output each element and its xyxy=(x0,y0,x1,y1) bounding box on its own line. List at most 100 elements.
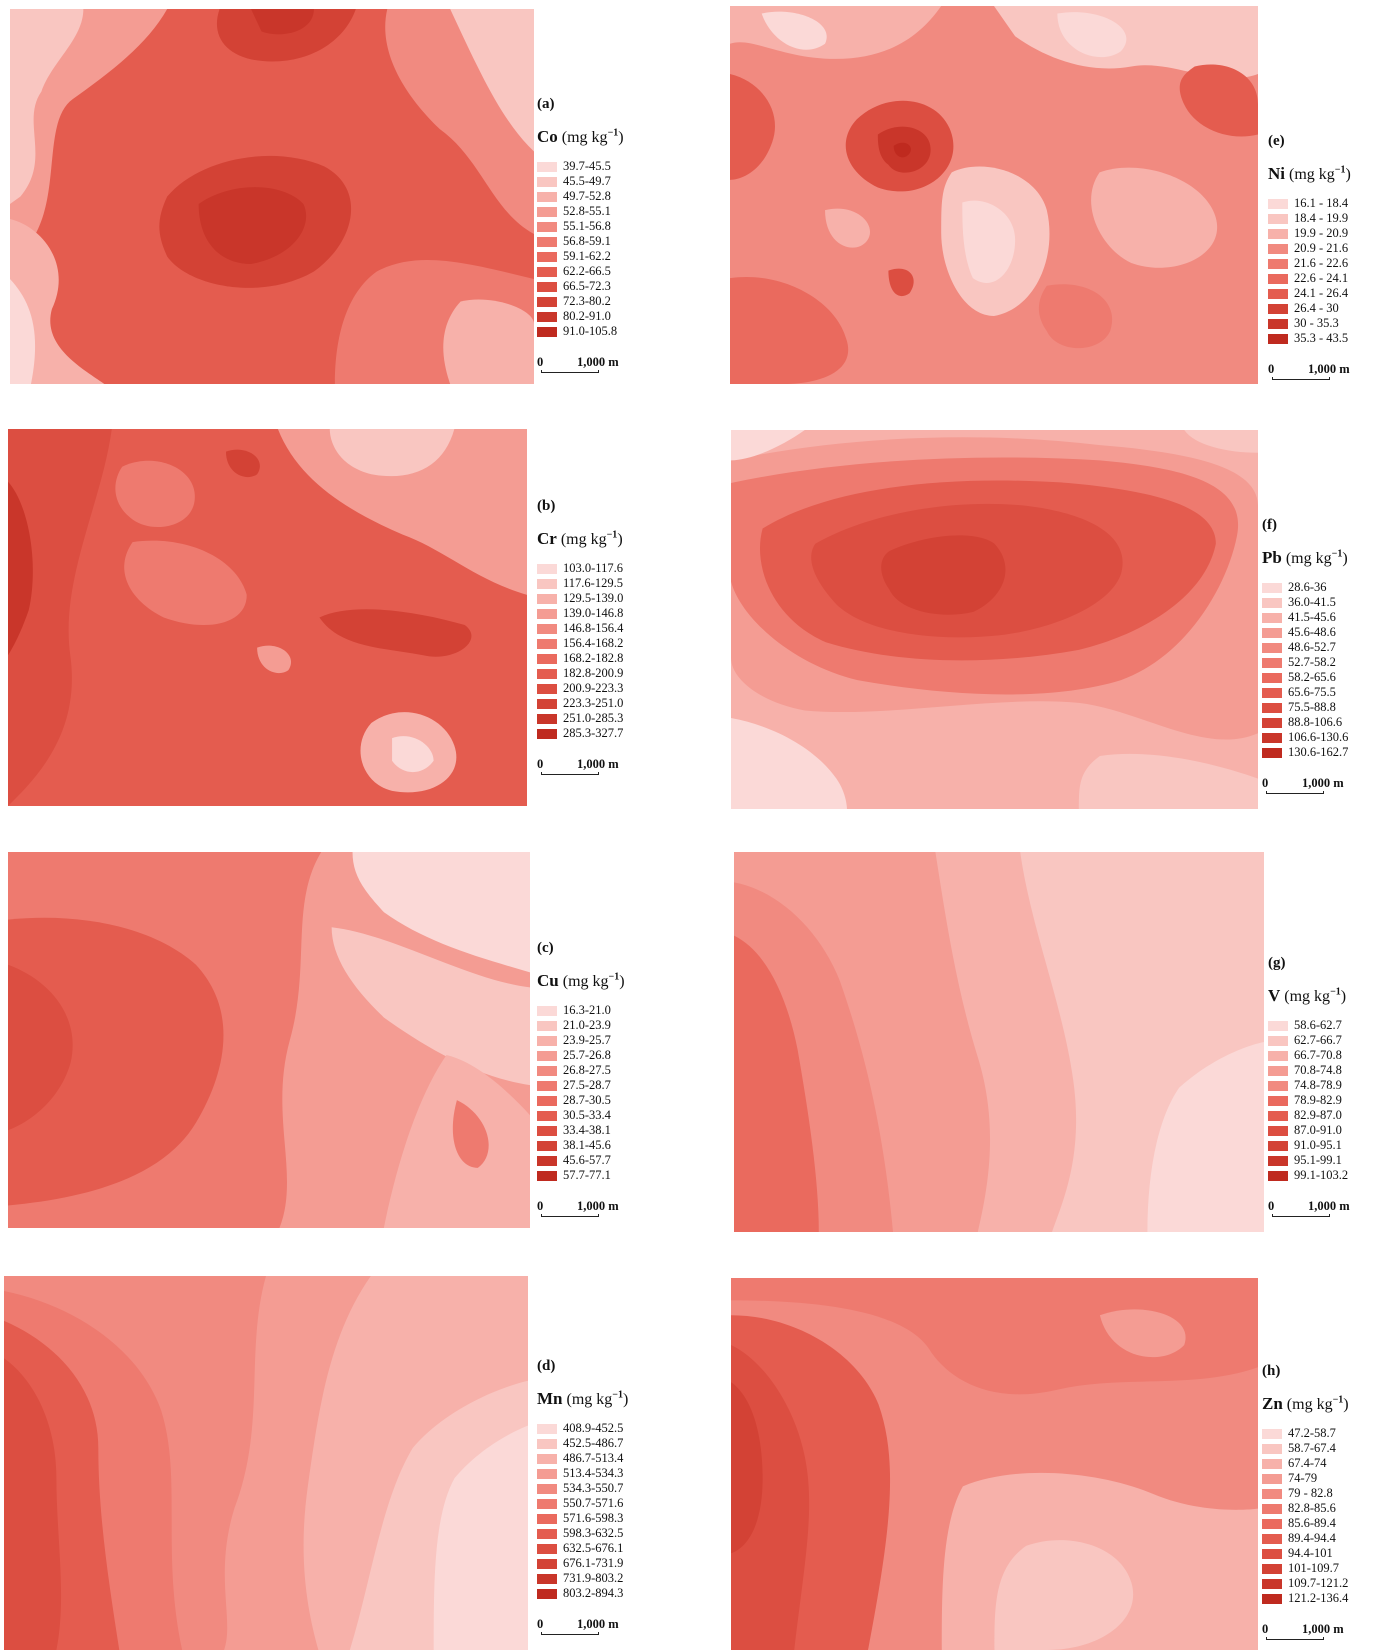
legend-items: 408.9-452.5 452.5-486.7 486.7-513.4 513.4-5… xyxy=(537,1421,667,1601)
scale-zero: 0 xyxy=(537,355,544,369)
legend-swatch xyxy=(1268,243,1288,254)
legend-label: 129.5-139.0 xyxy=(563,591,624,605)
legend-item: 26.8-27.5 xyxy=(537,1063,667,1078)
legend-swatch xyxy=(1268,1035,1288,1046)
legend-label: 48.6-52.7 xyxy=(1288,640,1336,654)
legend-swatch xyxy=(1262,732,1282,743)
legend-swatch xyxy=(1268,1050,1288,1061)
legend-item: 452.5-486.7 xyxy=(537,1436,667,1451)
element-name: Co xyxy=(537,127,558,146)
legend-label: 52.8-55.1 xyxy=(563,204,611,218)
legend-swatch xyxy=(537,1423,557,1434)
unit-close: ) xyxy=(622,1391,629,1408)
legend-item: 22.6 - 24.1 xyxy=(1268,271,1381,286)
legend-item: 59.1-62.2 xyxy=(537,249,667,264)
legend-swatch xyxy=(537,1080,557,1091)
legend-swatch xyxy=(1268,303,1288,314)
legend-swatch xyxy=(537,326,557,337)
scale-bar: 0 1,000 m xyxy=(537,1617,667,1637)
panel-letter: (a) xyxy=(537,96,555,112)
legend-label: 182.8-200.9 xyxy=(563,666,624,680)
legend-item: 75.5-88.8 xyxy=(1262,700,1381,715)
legend-title: Cu (mg kg−1) xyxy=(537,971,667,991)
legend-label: 35.3 - 43.5 xyxy=(1294,331,1349,345)
scale-line xyxy=(1266,1637,1324,1640)
legend-label: 94.4-101 xyxy=(1288,1546,1333,1560)
legend-item: 598.3-632.5 xyxy=(537,1526,667,1541)
legend-item: 19.9 - 20.9 xyxy=(1268,226,1381,241)
legend-swatch xyxy=(1262,1593,1282,1604)
scale-line xyxy=(1272,1214,1330,1217)
legend-item: 513.4-534.3 xyxy=(537,1466,667,1481)
legend-label: 88.8-106.6 xyxy=(1288,715,1343,729)
legend-label: 200.9-223.3 xyxy=(563,681,624,695)
scale-distance: 1,000 m xyxy=(1308,362,1350,376)
legend-label: 130.6-162.7 xyxy=(1288,745,1349,759)
legend-item: 45.5-49.7 xyxy=(537,174,667,189)
legend-co: (a) Co (mg kg−1) 39.7-45.5 45.5-49.7 49.7-… xyxy=(537,96,667,375)
scale-distance: 1,000 m xyxy=(1302,776,1344,790)
legend-items: 16.3-21.0 21.0-23.9 23.9-25.7 25.7-26.8 26.8… xyxy=(537,1003,667,1183)
legend-swatch xyxy=(537,1453,557,1464)
legend-label: 99.1-103.2 xyxy=(1294,1168,1349,1182)
element-name: Ni xyxy=(1268,164,1285,183)
legend-item: 82.8-85.6 xyxy=(1262,1501,1381,1516)
legend-item: 200.9-223.3 xyxy=(537,681,667,696)
legend-swatch xyxy=(1262,1488,1282,1499)
legend-pb: (f) Pb (mg kg−1) 28.6-36 36.0-41.5 41.5-45… xyxy=(1262,517,1381,796)
panel-letter: (f) xyxy=(1262,517,1277,533)
legend-item: 95.1-99.1 xyxy=(1268,1153,1381,1168)
legend-item: 28.6-36 xyxy=(1262,580,1381,595)
unit-text: (mg kg xyxy=(566,1391,613,1408)
legend-label: 550.7-571.6 xyxy=(563,1496,624,1510)
legend-item: 72.3-80.2 xyxy=(537,294,667,309)
scale-zero: 0 xyxy=(1268,1199,1275,1213)
legend-label: 67.4-74 xyxy=(1288,1456,1327,1470)
legend-label: 571.6-598.3 xyxy=(563,1511,624,1525)
scale-distance: 1,000 m xyxy=(577,1617,619,1631)
legend-label: 75.5-88.8 xyxy=(1288,700,1336,714)
legend-cu: (c) Cu (mg kg−1) 16.3-21.0 21.0-23.9 23.9-… xyxy=(537,940,667,1219)
legend-label: 58.6-62.7 xyxy=(1294,1018,1342,1032)
legend-item: 550.7-571.6 xyxy=(537,1496,667,1511)
legend-swatch xyxy=(537,563,557,574)
legend-swatch xyxy=(537,281,557,292)
legend-swatch xyxy=(537,1438,557,1449)
scale-zero: 0 xyxy=(537,1617,544,1631)
legend-item: 109.7-121.2 xyxy=(1262,1576,1381,1591)
legend-swatch xyxy=(537,1543,557,1554)
legend-item: 91.0-95.1 xyxy=(1268,1138,1381,1153)
unit-close: ) xyxy=(1343,1396,1349,1413)
legend-swatch xyxy=(537,1140,557,1151)
legend-item: 30.5-33.4 xyxy=(537,1108,667,1123)
legend-label: 39.7-45.5 xyxy=(563,159,611,173)
legend-g: (g) V (mg kg−1) 58.6-62.7 62.7-66.7 66.7-7… xyxy=(1268,955,1381,1219)
legend-label: 45.6-57.7 xyxy=(563,1153,611,1167)
legend-swatch xyxy=(1262,1458,1282,1469)
legend-swatch xyxy=(1262,1443,1282,1454)
scale-zero: 0 xyxy=(1262,776,1269,790)
legend-label: 452.5-486.7 xyxy=(563,1436,624,1450)
legend-label: 30 - 35.3 xyxy=(1294,316,1339,330)
unit-exponent: −1 xyxy=(1332,1394,1344,1406)
legend-swatch xyxy=(1268,288,1288,299)
legend-item: 33.4-38.1 xyxy=(537,1123,667,1138)
legend-label: 62.2-66.5 xyxy=(563,264,611,278)
legend-title: Co (mg kg−1) xyxy=(537,127,667,147)
legend-item: 129.5-139.0 xyxy=(537,591,667,606)
unit-exponent: −1 xyxy=(1330,986,1341,998)
legend-item: 45.6-48.6 xyxy=(1262,625,1381,640)
legend-swatch xyxy=(1268,273,1288,284)
legend-swatch xyxy=(537,176,557,187)
legend-label: 109.7-121.2 xyxy=(1288,1576,1349,1590)
scale-bar: 0 1,000 m xyxy=(1268,1199,1381,1219)
map-ni xyxy=(730,6,1258,384)
scale-zero: 0 xyxy=(1268,362,1275,376)
legend-label: 55.1-56.8 xyxy=(563,219,611,233)
map-co xyxy=(10,9,534,384)
map-mn xyxy=(4,1276,528,1650)
legend-swatch xyxy=(1262,747,1282,758)
legend-label: 66.5-72.3 xyxy=(563,279,611,293)
legend-label: 41.5-45.6 xyxy=(1288,610,1336,624)
legend-swatch xyxy=(537,311,557,322)
